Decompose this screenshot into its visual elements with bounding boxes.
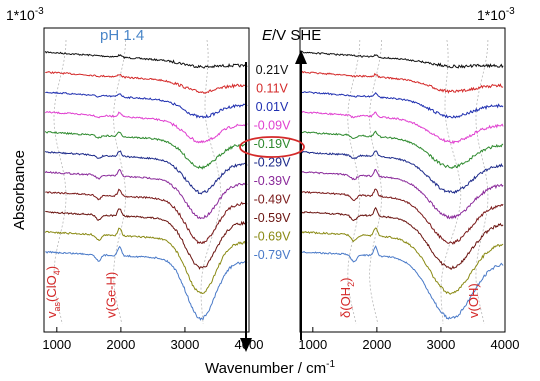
series-line-left-7 bbox=[45, 188, 248, 245]
series-line-left-1 bbox=[45, 71, 248, 94]
series-line-left-0 bbox=[44, 51, 248, 69]
y-axis-label: Absorbance bbox=[11, 150, 28, 230]
highlight-ellipse bbox=[239, 136, 305, 158]
series-line-right-1 bbox=[301, 70, 504, 94]
condition-label: pH 1.4 bbox=[100, 27, 144, 44]
potential-label: 0.01V bbox=[256, 100, 289, 114]
x-tick-label: 3000 bbox=[426, 337, 455, 352]
potential-label: -0.19V bbox=[254, 137, 291, 151]
band-annotation-right-1: v(OH) bbox=[466, 283, 481, 318]
x-tick-label: 1000 bbox=[42, 337, 71, 352]
series-line-right-5 bbox=[300, 150, 504, 195]
arrow-head-up-icon bbox=[295, 50, 307, 64]
series-line-left-2 bbox=[45, 91, 248, 119]
potential-label: -0.09V bbox=[254, 119, 291, 133]
series-line-right-10 bbox=[301, 245, 504, 320]
series-line-right-3 bbox=[301, 110, 504, 145]
series-line-left-10 bbox=[45, 245, 248, 321]
series-line-left-6 bbox=[44, 168, 248, 220]
potential-label: 0.11V bbox=[256, 82, 288, 96]
right-panel: 1000 2000 3000 4000 δ(OH2) v(OH) bbox=[298, 27, 520, 352]
potential-labels: 0.21V 0.11V 0.01V -0.09V -0.19V -0.29V -0.39V -… bbox=[254, 63, 291, 262]
series-line-left-3 bbox=[44, 110, 248, 144]
guide-curve bbox=[113, 39, 127, 325]
band-annotation-left-1: v(Ge-H) bbox=[104, 272, 119, 318]
band-annotation-left-0: vas(ClO4) bbox=[44, 266, 62, 318]
series-line-left-4 bbox=[44, 130, 248, 170]
potential-label: -0.39V bbox=[254, 174, 291, 188]
potential-header: E/V SHE bbox=[262, 27, 321, 44]
potential-label: -0.79V bbox=[254, 248, 291, 262]
guide-curve bbox=[347, 39, 361, 325]
series-line-right-7 bbox=[301, 188, 504, 245]
potential-label: -0.29V bbox=[254, 156, 291, 170]
x-tick-label: 2000 bbox=[106, 337, 135, 352]
guide-curve bbox=[53, 39, 67, 325]
left-scale-label: 1*10-3 bbox=[6, 6, 44, 23]
potential-label: -0.69V bbox=[254, 230, 291, 244]
series-line-right-4 bbox=[301, 130, 504, 170]
series-line-right-9 bbox=[301, 227, 504, 295]
guide-curve bbox=[475, 39, 489, 325]
left-plot-frame bbox=[43, 27, 250, 333]
right-scale-label: 1*10-3 bbox=[477, 6, 515, 23]
x-tick-label: 3000 bbox=[170, 337, 199, 352]
guide-curve bbox=[369, 39, 383, 325]
x-tick-label: 4000 bbox=[491, 337, 520, 352]
potential-label: -0.59V bbox=[254, 211, 291, 225]
series-line-right-6 bbox=[301, 168, 504, 220]
x-axis-label: Wavenumber / cm-1 bbox=[205, 359, 335, 377]
guide-curve bbox=[200, 39, 222, 325]
series-line-right-8 bbox=[300, 206, 504, 271]
series-line-left-9 bbox=[44, 227, 248, 295]
band-annotation-right-0: δ(OH2) bbox=[338, 278, 356, 318]
x-tick-label: 2000 bbox=[362, 337, 391, 352]
arrow-head-down-icon bbox=[240, 338, 252, 352]
potential-label: 0.21V bbox=[256, 63, 289, 77]
series-line-right-2 bbox=[301, 91, 504, 119]
x-tick-label: 1000 bbox=[298, 337, 327, 352]
guide-curve bbox=[440, 39, 462, 325]
series-line-left-5 bbox=[44, 150, 248, 195]
series-line-left-8 bbox=[45, 208, 248, 270]
series-line-right-0 bbox=[301, 50, 504, 69]
potential-label: -0.49V bbox=[254, 193, 291, 207]
